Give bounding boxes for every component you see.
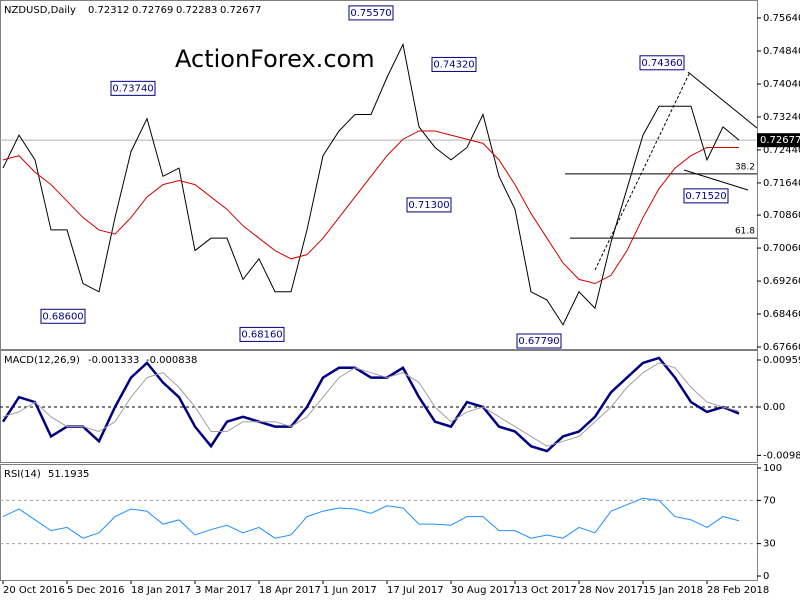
trend-line bbox=[594, 71, 691, 271]
panel-frame bbox=[0, 350, 758, 463]
annotation-box bbox=[431, 56, 477, 72]
annotation: 0.68600 bbox=[40, 308, 86, 324]
annotation-box bbox=[110, 80, 156, 96]
annotation-box bbox=[348, 5, 394, 21]
x-tick-label: 3 Mar 2017 bbox=[195, 585, 252, 596]
annotation-box bbox=[239, 326, 285, 342]
readout: -0.000838 bbox=[146, 355, 197, 366]
chart-title: NZDUSD,Daily bbox=[4, 5, 76, 16]
y-tick-label: 0.00 bbox=[763, 402, 785, 413]
annotation-label: 0.73740 bbox=[112, 83, 153, 94]
watermark: ActionForex.com bbox=[175, 45, 375, 73]
x-tick-label: 18 Apr 2017 bbox=[259, 585, 321, 596]
panel-title: MACD(12,26,9) bbox=[4, 355, 80, 366]
panel-frame bbox=[0, 464, 758, 581]
y-tick-label: 0 bbox=[763, 571, 769, 582]
x-tick-label: 28 Feb 2018 bbox=[707, 585, 769, 596]
x-tick-label: 28 Nov 2017 bbox=[579, 585, 643, 596]
annotation-label: 0.75570 bbox=[350, 8, 391, 19]
series-line bbox=[1, 356, 740, 453]
x-tick-label: 5 Dec 2016 bbox=[67, 585, 125, 596]
x-tick-label: 1 Jun 2017 bbox=[323, 585, 377, 596]
x-tick-label: 20 Oct 2016 bbox=[3, 585, 65, 596]
ohlc-value: 0.72312 bbox=[88, 5, 129, 16]
x-tick-label: 15 Jan 2018 bbox=[643, 585, 703, 596]
ohlc-value: 0.72283 bbox=[176, 5, 217, 16]
fib-label: 38.2 bbox=[735, 162, 755, 172]
series-line bbox=[2, 130, 739, 285]
x-tick-label: 17 Jul 2017 bbox=[387, 585, 444, 596]
annotation: 0.67790 bbox=[516, 333, 562, 349]
annotation-label: 0.74360 bbox=[641, 58, 682, 69]
fib-label: 61.8 bbox=[735, 227, 755, 237]
readout: 51.1935 bbox=[48, 469, 89, 480]
annotation-label: 0.71520 bbox=[685, 191, 726, 202]
series-line bbox=[2, 362, 740, 447]
annotation-box bbox=[683, 188, 729, 204]
y-tick-label: -0.009879 bbox=[763, 450, 800, 461]
panel-title: RSI(14) bbox=[4, 469, 41, 480]
panel-frame bbox=[0, 0, 758, 350]
x-tick-label: 30 Aug 2017 bbox=[451, 585, 515, 596]
annotation-label: 0.67790 bbox=[518, 336, 559, 347]
readout: -0.001333 bbox=[88, 355, 139, 366]
annotation: 0.73740 bbox=[110, 80, 156, 96]
ohlc-value: 0.72769 bbox=[132, 5, 173, 16]
last-price-box bbox=[757, 133, 800, 148]
trend-line bbox=[683, 169, 749, 191]
y-tick-label: 100 bbox=[763, 463, 782, 474]
annotation: 0.74360 bbox=[639, 55, 685, 71]
annotation: 0.74320 bbox=[431, 56, 477, 72]
trend-line bbox=[687, 71, 758, 129]
y-tick-label: 0.67660 bbox=[763, 342, 800, 353]
annotation-box bbox=[639, 55, 685, 71]
annotation: 0.68160 bbox=[239, 326, 285, 342]
ohlc-value: 0.72677 bbox=[220, 5, 261, 16]
series-line bbox=[2, 497, 740, 539]
y-tick-label: 0.009591 bbox=[763, 355, 800, 366]
annotation-label: 0.68160 bbox=[241, 329, 282, 340]
annotation-label: 0.71300 bbox=[408, 200, 449, 211]
annotation-box bbox=[406, 197, 452, 213]
last-price-label: 0.72677 bbox=[760, 135, 800, 146]
y-tick-label: 70 bbox=[763, 495, 776, 506]
x-tick-label: 13 Oct 2017 bbox=[515, 585, 577, 596]
annotation: 0.71520 bbox=[683, 188, 729, 204]
annotation-box bbox=[516, 333, 562, 349]
series-line bbox=[2, 42, 740, 326]
y-tick-label: 30 bbox=[763, 539, 776, 550]
annotation-label: 0.68600 bbox=[42, 311, 83, 322]
annotation: 0.75570 bbox=[348, 5, 394, 21]
annotation-box bbox=[40, 308, 86, 324]
x-tick-label: 18 Jan 2017 bbox=[131, 585, 191, 596]
annotation: 0.71300 bbox=[406, 197, 452, 213]
annotation-label: 0.74320 bbox=[433, 59, 474, 70]
